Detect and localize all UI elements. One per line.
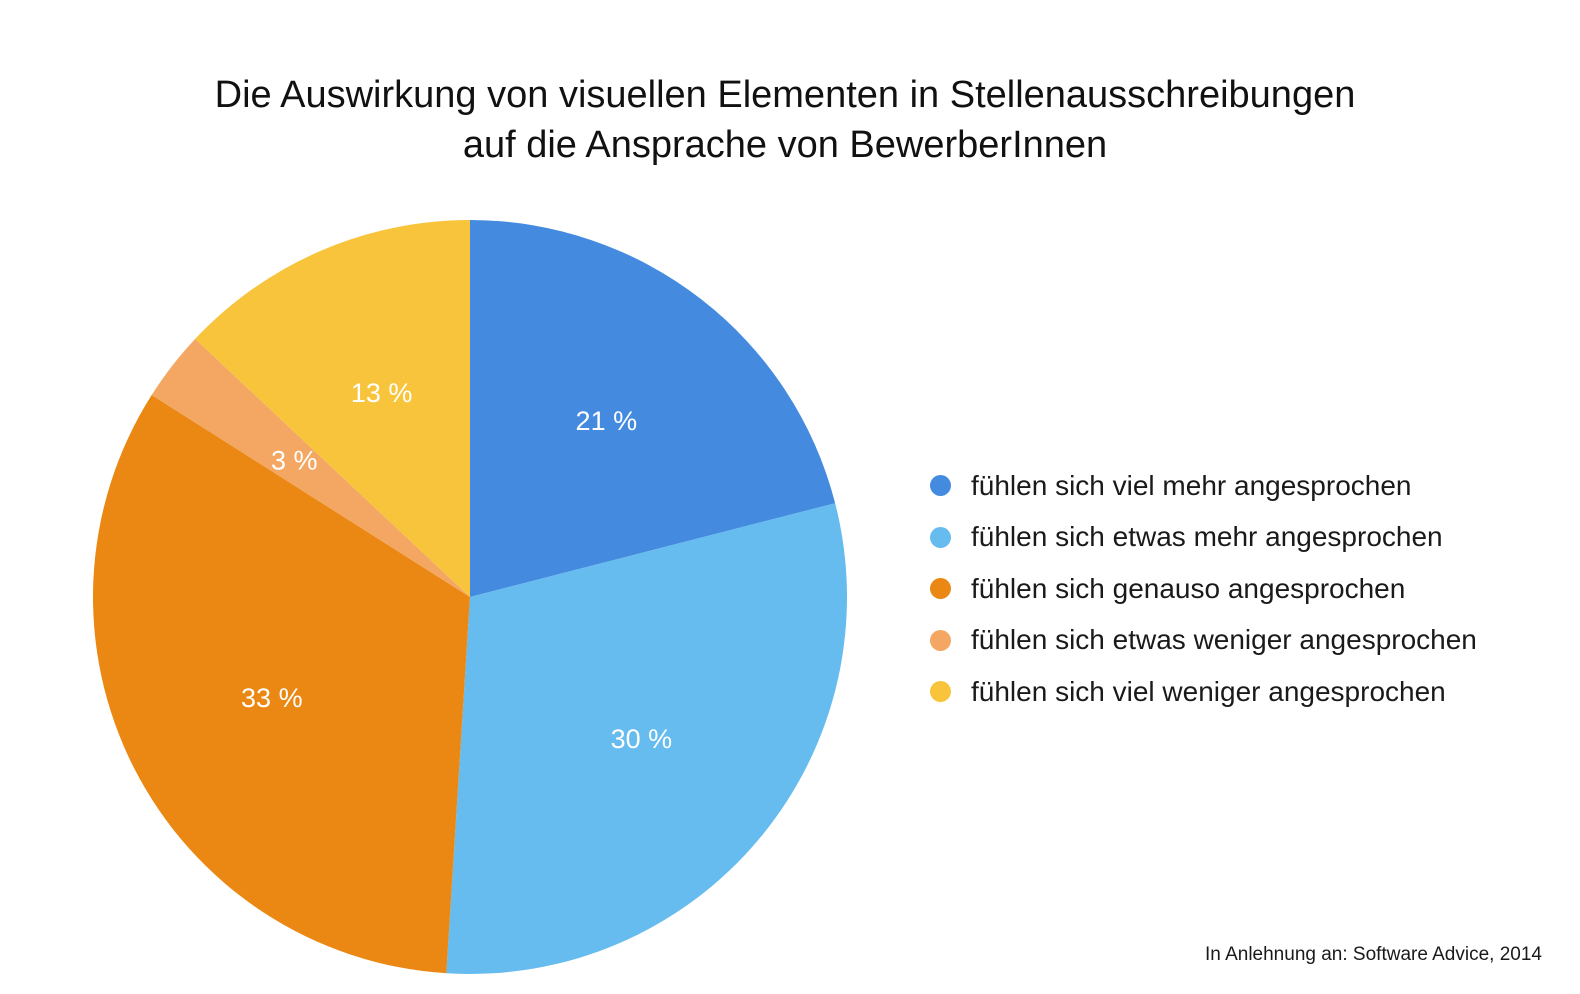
legend-item: fühlen sich genauso angesprochen [930,563,1477,615]
pie-slice [446,503,847,974]
slice-data-label: 33 % [241,683,303,713]
legend-swatch [930,681,951,703]
pie-slice [195,220,470,597]
chart-title: Die Auswirkung von visuellen Elementen i… [0,70,1570,170]
legend-item: fühlen sich etwas weniger angesprochen [930,615,1477,667]
legend-item: fühlen sich viel mehr angesprochen [930,460,1477,512]
legend-item: fühlen sich etwas mehr angesprochen [930,512,1477,564]
legend-label: fühlen sich etwas mehr angesprochen [971,521,1443,553]
legend: fühlen sich viel mehr angesprochen fühlen… [930,460,1477,718]
legend-swatch [930,526,951,548]
chart-title-line-2: auf die Ansprache von BewerberInnen [462,124,1108,166]
pie-slice [151,338,471,597]
legend-swatch [930,578,951,600]
slice-data-label: 13 % [351,378,413,408]
slice-data-label: 30 % [611,724,673,754]
slice-data-label: 21 % [576,406,638,436]
pie-slice [470,220,836,597]
source-note: In Anlehnung an: Software Advice, 2014 [1205,944,1542,965]
legend-swatch [930,475,951,497]
legend-label: fühlen sich genauso angesprochen [971,572,1406,604]
slice-data-label: 3 % [271,446,318,476]
legend-swatch [930,629,951,651]
chart-title-line-1: Die Auswirkung von visuellen Elementen i… [214,74,1356,116]
legend-label: fühlen sich viel mehr angesprochen [971,469,1412,501]
pie-slice [93,394,470,974]
legend-item: fühlen sich viel weniger angesprochen [930,666,1477,718]
legend-label: fühlen sich etwas weniger angesprochen [971,624,1477,656]
legend-label: fühlen sich viel weniger angesprochen [971,675,1446,707]
